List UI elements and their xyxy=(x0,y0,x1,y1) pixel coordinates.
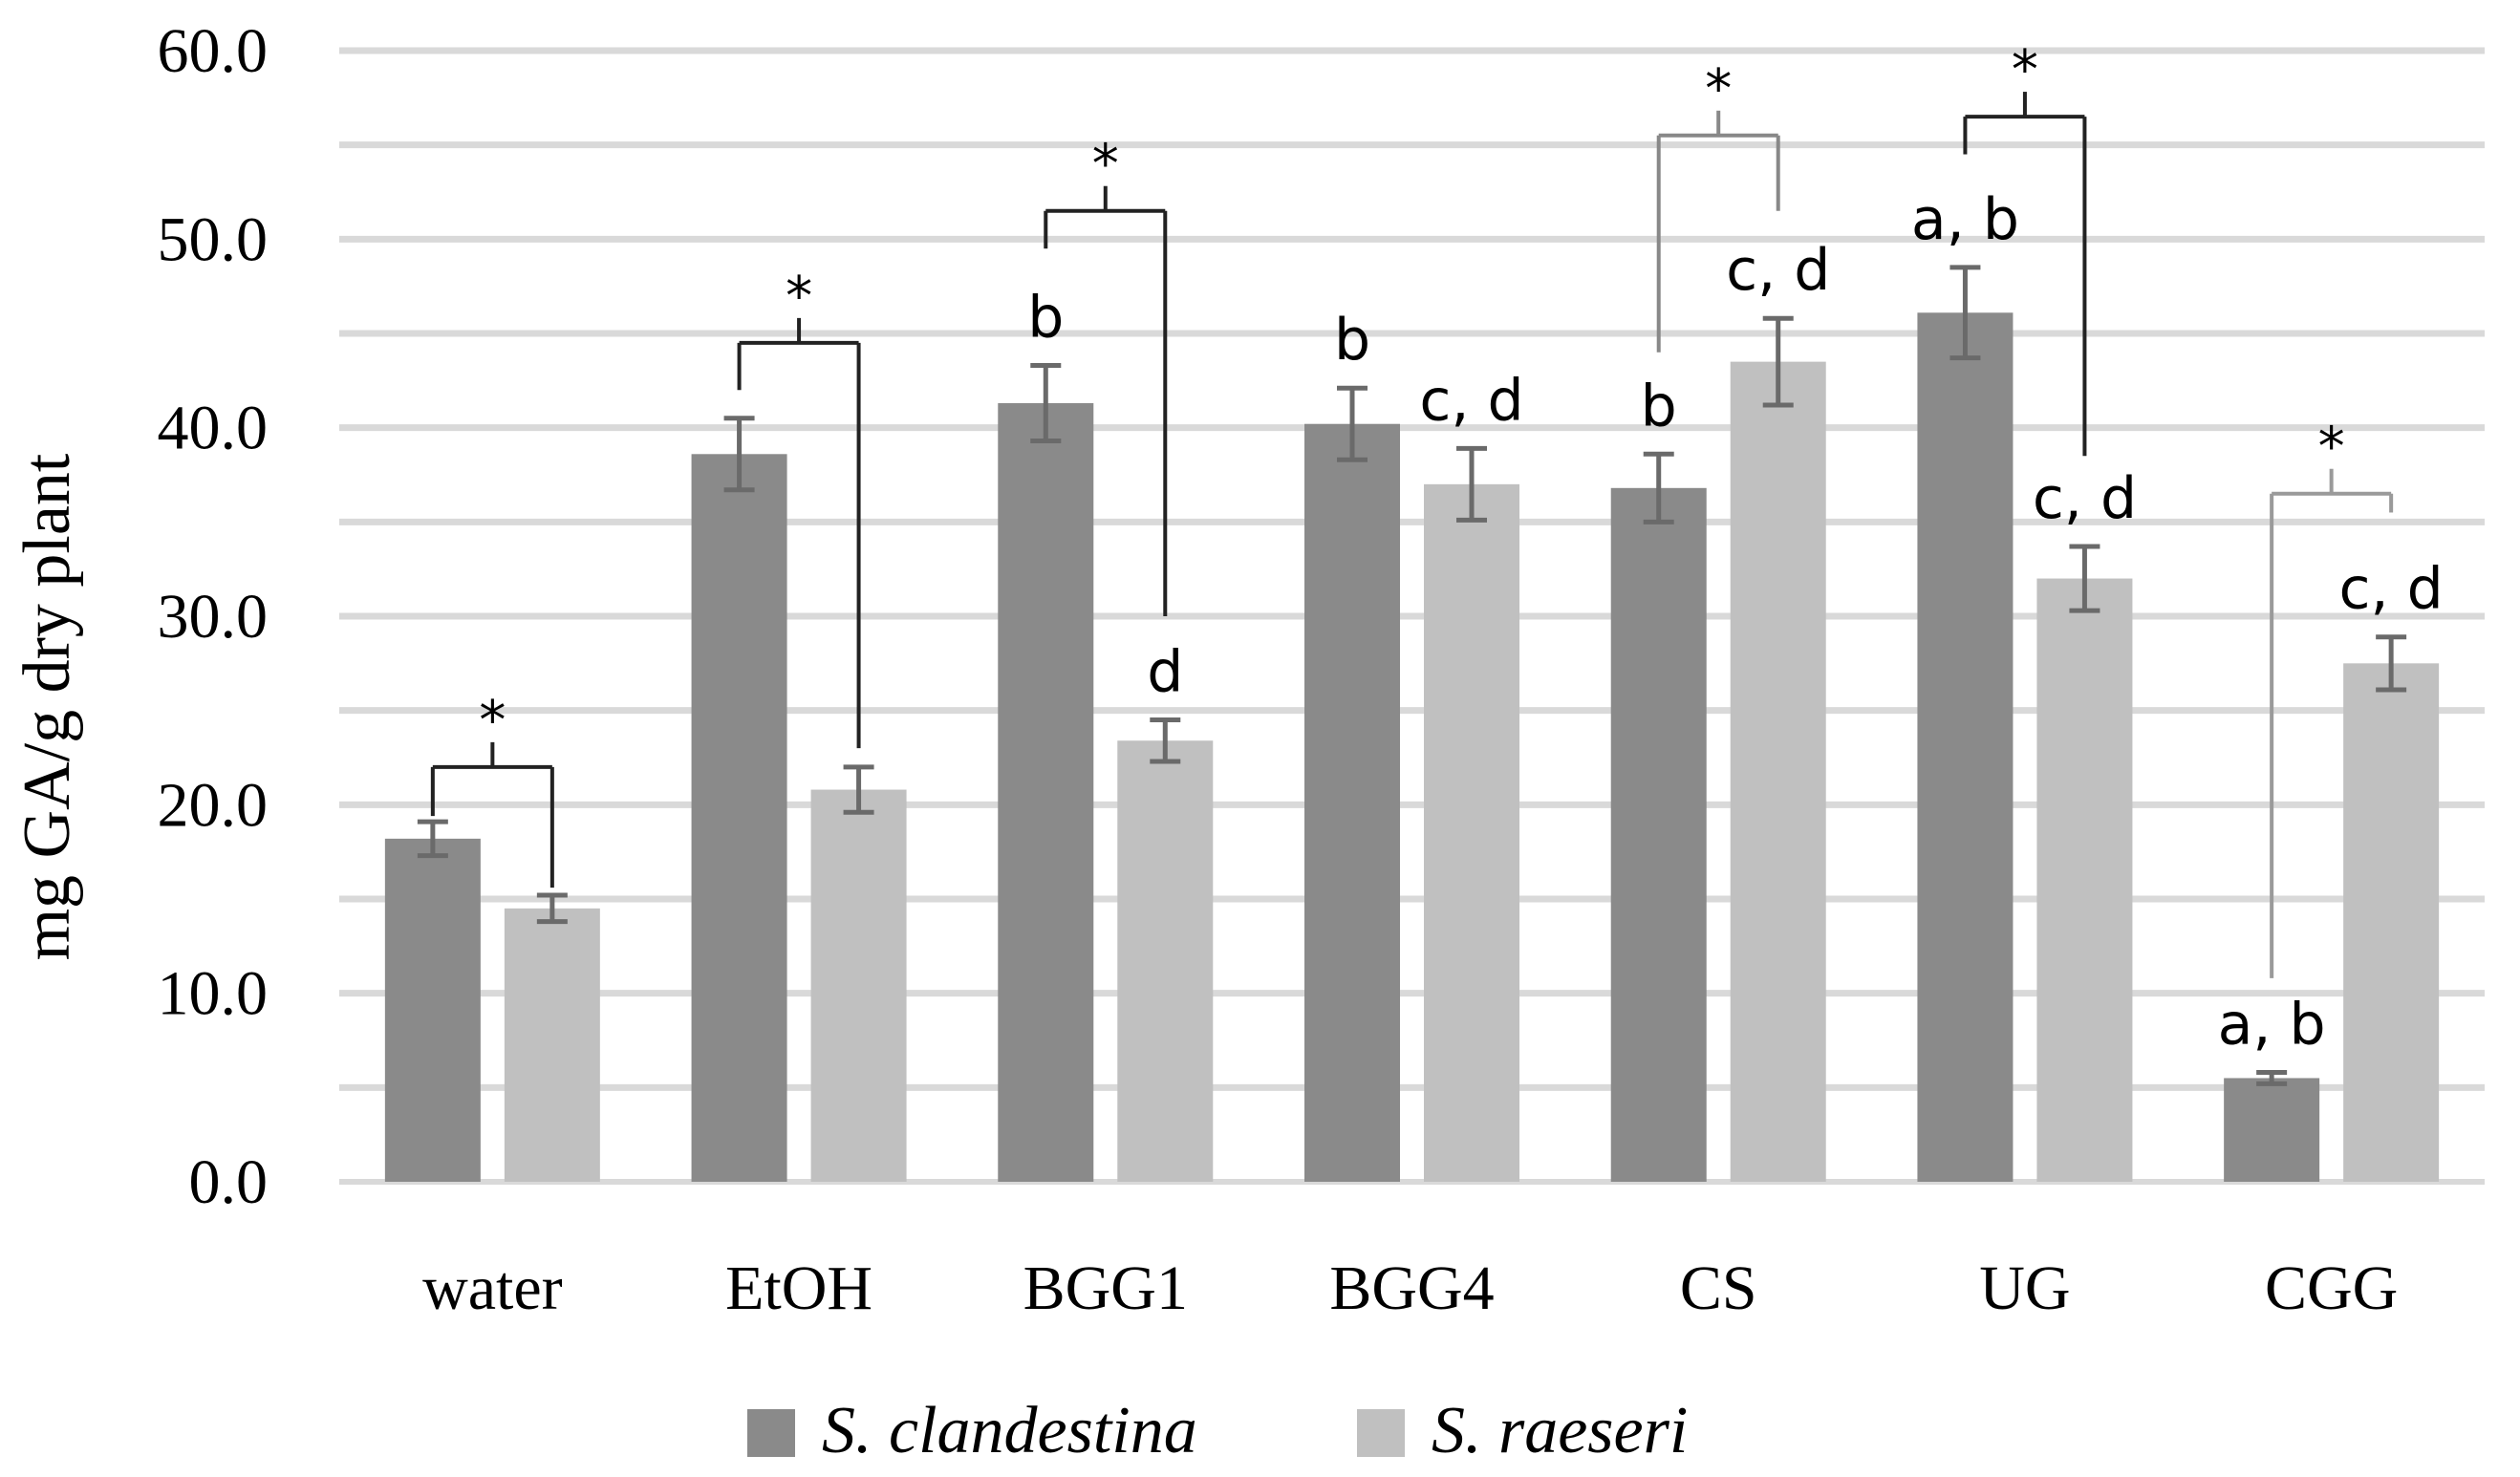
significance-letter: a, b xyxy=(1911,186,2019,253)
significance-star: * xyxy=(1705,58,1732,120)
legend-label-s-clandestina: S. clandestina xyxy=(822,1394,1197,1467)
significance-star: * xyxy=(2318,417,2345,479)
bar xyxy=(1917,312,2014,1182)
bar xyxy=(2036,578,2133,1182)
x-axis-categories: water EtOH BGG1 BGG4 CS UG CGG xyxy=(422,1253,2398,1323)
legend-swatch-s-clandestina xyxy=(747,1409,795,1457)
x-tick-label: CGG xyxy=(2265,1253,2398,1323)
significance-letter: b xyxy=(1641,373,1677,439)
y-tick-label: 20.0 xyxy=(158,770,269,840)
bar xyxy=(504,908,600,1182)
x-tick-label: EtOH xyxy=(725,1253,872,1323)
x-tick-label: water xyxy=(422,1253,563,1323)
legend: S. clandestina S. raeseri xyxy=(747,1394,1688,1467)
x-tick-label: BGG4 xyxy=(1329,1253,1494,1323)
y-axis-ticks: 0.0 10.0 20.0 30.0 40.0 50.0 60.0 xyxy=(158,16,269,1217)
bar xyxy=(998,403,1094,1183)
bar xyxy=(1610,487,1707,1182)
significance-letter: b xyxy=(1334,307,1370,374)
significance-letter: b xyxy=(1027,285,1064,352)
significance-letter: d xyxy=(1147,639,1183,706)
y-axis-label: mg GA/g dry plant xyxy=(11,453,84,960)
significance-star: * xyxy=(1092,134,1119,196)
y-tick-label: 60.0 xyxy=(158,16,269,86)
bar xyxy=(691,454,787,1182)
significance-letter: c, d xyxy=(1726,237,1830,304)
significance-letter: c, d xyxy=(1419,367,1523,434)
x-tick-label: UG xyxy=(1979,1253,2070,1323)
bar xyxy=(2343,663,2440,1182)
y-tick-label: 10.0 xyxy=(158,959,269,1029)
bar xyxy=(384,838,481,1182)
letter-annotations: b b b a, b a, b d c, d c, d c, d c, d xyxy=(1027,186,2444,1059)
significance-letter: c, d xyxy=(2033,465,2137,532)
bars xyxy=(384,312,2440,1183)
y-tick-label: 30.0 xyxy=(158,582,269,652)
significance-brackets: * * * * * * xyxy=(430,39,2394,978)
x-tick-label: CS xyxy=(1680,1253,1757,1323)
bar xyxy=(1424,483,1519,1182)
legend-swatch-s-raeseri xyxy=(1357,1409,1405,1457)
significance-letter: a, b xyxy=(2218,992,2326,1059)
bar xyxy=(2224,1078,2320,1182)
significance-star: * xyxy=(479,690,506,752)
bar xyxy=(1304,423,1400,1183)
bar xyxy=(1730,361,1826,1183)
bar xyxy=(810,789,907,1182)
x-tick-label: BGG1 xyxy=(1023,1253,1188,1323)
significance-letter: c, d xyxy=(2339,556,2444,623)
y-tick-label: 40.0 xyxy=(158,394,269,463)
y-tick-label: 0.0 xyxy=(189,1147,269,1217)
bar xyxy=(1117,740,1214,1182)
error-bars xyxy=(417,265,2407,1086)
significance-star: * xyxy=(2012,39,2038,101)
gridlines xyxy=(339,47,2485,1185)
legend-label-s-raeseri: S. raeseri xyxy=(1432,1394,1688,1467)
y-tick-label: 50.0 xyxy=(158,204,269,274)
significance-star: * xyxy=(786,266,812,328)
